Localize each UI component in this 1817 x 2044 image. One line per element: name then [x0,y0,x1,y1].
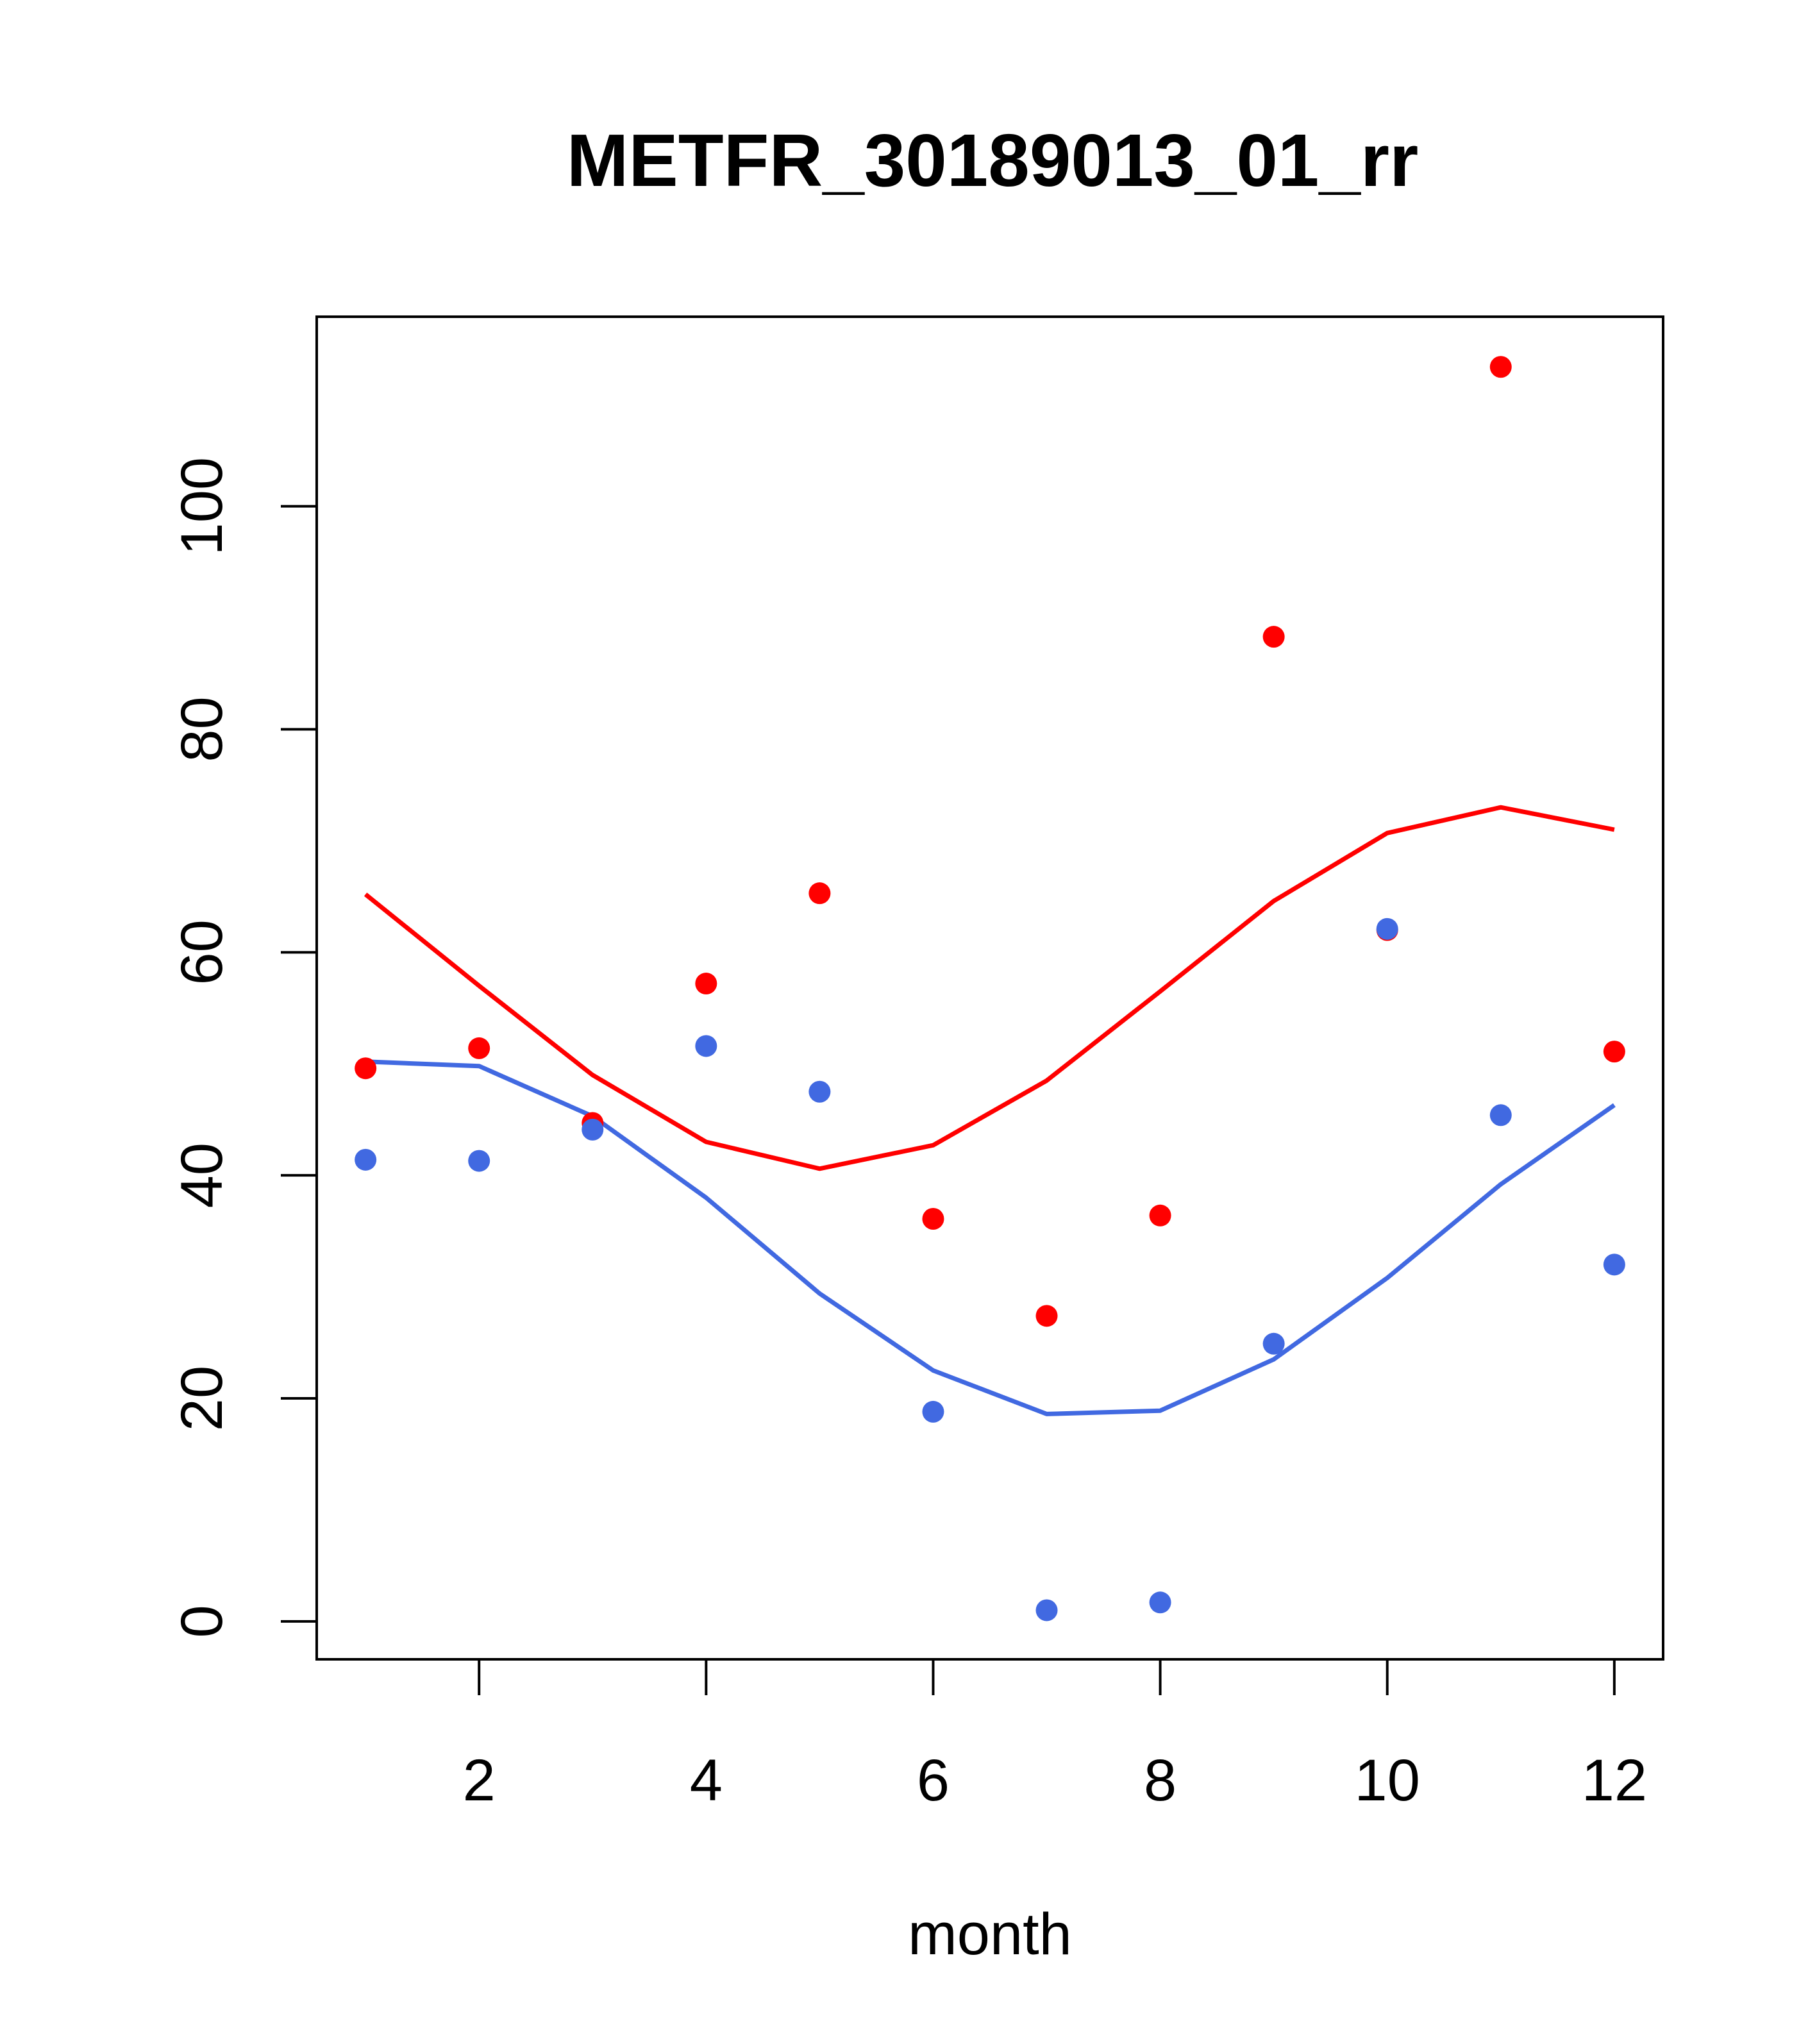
data-point [1603,1041,1625,1063]
data-point [808,882,831,905]
x-tick-label: 10 [1355,1748,1420,1813]
x-tick-label: 4 [690,1748,723,1813]
plot-frame [315,315,1664,1661]
data-point [808,1080,831,1103]
x-tick-label: 8 [1144,1748,1176,1813]
data-point [922,1208,944,1230]
data-point [1376,917,1398,940]
data-point [1149,1591,1171,1614]
y-tick-label: 100 [169,457,235,556]
data-point [1149,1204,1171,1227]
x-tick-label: 6 [917,1748,950,1813]
data-point [355,1057,377,1080]
series-line [365,1059,1616,1416]
series-line [364,805,1615,1171]
data-point [355,1148,377,1171]
data-point [468,1037,490,1059]
data-point [1035,1305,1058,1327]
data-point [1489,356,1512,378]
data-point [695,1035,717,1057]
y-tick-label: 0 [169,1605,235,1638]
chart-title: METFR_30189013_01_rr [567,119,1418,202]
data-point [1489,1104,1512,1127]
x-axis-label: month [908,1902,1072,1967]
data-point [922,1400,944,1423]
data-point [695,973,717,995]
data-point [468,1150,490,1172]
x-tick-label: 2 [463,1748,496,1813]
y-tick-label: 40 [169,1143,235,1208]
data-point [1035,1599,1058,1621]
data-point [1262,1332,1285,1355]
data-point [1603,1253,1625,1276]
x-axis: 2 4 6 8 10 12 [463,1658,1647,1813]
data-point [1262,626,1285,648]
series-layer [355,356,1625,1621]
y-axis: 0 20 40 60 80 100 [169,457,318,1638]
data-point [582,1118,604,1141]
y-tick-label: 60 [169,919,235,985]
x-tick-label: 12 [1582,1748,1647,1813]
y-tick-label: 20 [169,1366,235,1431]
y-tick-label: 80 [169,696,235,762]
